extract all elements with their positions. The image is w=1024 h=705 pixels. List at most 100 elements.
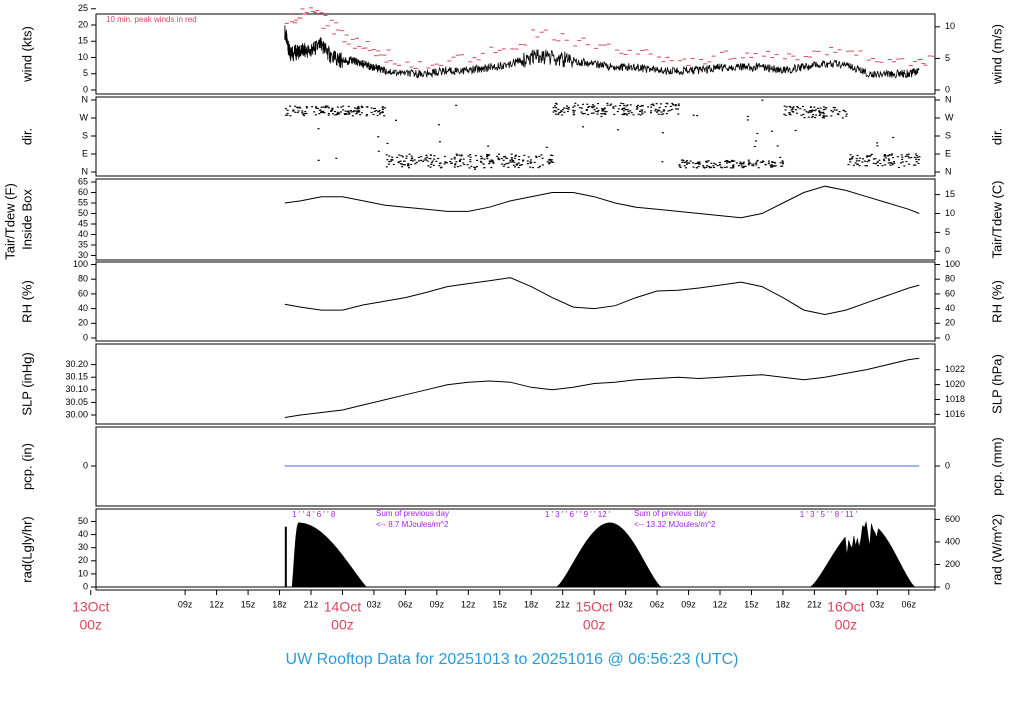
direction-ylabel-right: dir. <box>989 128 1004 145</box>
radiation-panel <box>95 508 936 591</box>
humidity-panel <box>95 261 936 342</box>
radiation-day-area <box>291 522 368 588</box>
humidity-right-tick-label: 0 <box>945 332 950 342</box>
direction-left-tick-label: N <box>82 94 89 104</box>
humidity-left-tick-label: 0 <box>83 332 88 342</box>
x-axis-tick-label: 12z <box>209 599 224 609</box>
humidity-left-tick-label: 60 <box>78 288 88 298</box>
x-axis-tick-label: 15z <box>241 599 256 609</box>
pressure-right-tick-label: 1020 <box>945 379 965 389</box>
wind-left-tick-label: 0 <box>83 84 88 94</box>
radiation-day-area <box>809 521 916 588</box>
temperature-left-tick-label: 55 <box>78 197 88 207</box>
wind-left-tick-label: 15 <box>78 36 88 46</box>
temperature-ylabel-right: Tair/Tdew (C) <box>989 180 1004 258</box>
direction-right-tick-label: N <box>945 166 952 176</box>
humidity-series-line <box>284 277 920 316</box>
x-axis-tick-label: 03z <box>618 599 633 609</box>
pressure-left-tick-label: 30.00 <box>65 409 88 419</box>
x-axis-tick-label: 09z <box>430 599 445 609</box>
precipitation-ylabel-right: pcp. (mm) <box>989 437 1004 496</box>
temperature-left-tick-label: 50 <box>78 208 88 218</box>
wind-right-tick-label: 0 <box>945 84 950 94</box>
radiation-ylabel-left: rad(Lgly/hr) <box>19 516 34 582</box>
temperature-panel <box>95 178 936 261</box>
wind-left-tick-label: 10 <box>78 52 88 62</box>
pressure-left-tick-label: 30.20 <box>65 359 88 369</box>
humidity-right-tick-label: 100 <box>945 259 960 269</box>
x-axis-day-label: 15Oct <box>575 599 612 615</box>
humidity-ylabel-left: RH (%) <box>19 280 34 323</box>
x-axis-day-label: 16Oct <box>827 599 864 615</box>
direction-left-tick-label: E <box>82 148 88 158</box>
radiation-daily-sum-value: <-- 8.7 MJoules/m^2 <box>376 520 449 529</box>
direction-ylabel-left: dir. <box>19 128 34 145</box>
x-axis-day-hour-label: 00z <box>79 617 102 633</box>
radiation-right-tick-label: 600 <box>945 514 960 524</box>
direction-right-tick-label: N <box>945 94 952 104</box>
pressure-ylabel-right: SLP (hPa) <box>989 354 1004 414</box>
x-axis-day-hour-label: 00z <box>331 617 354 633</box>
radiation-hour-markers: 1 ' 3 ' 5 ' ' 8 ' 11 ' <box>800 510 858 519</box>
wind-left-tick-label: 25 <box>78 3 88 13</box>
temperature-right-tick-label: 0 <box>945 246 950 256</box>
x-axis-day-label: 14Oct <box>324 599 361 615</box>
temperature-right-tick-label: 10 <box>945 208 955 218</box>
temperature-left-tick-label: 65 <box>78 176 88 186</box>
x-axis-tick-label: 06z <box>902 599 917 609</box>
x-axis-tick-label: 21z <box>555 599 570 609</box>
radiation-left-tick-label: 40 <box>78 529 88 539</box>
temperature-left-tick-label: 40 <box>78 229 88 239</box>
x-axis-day-label: 13Oct <box>72 599 109 615</box>
radiation-daily-sum-label: Sum of previous day <box>634 509 707 518</box>
direction-panel <box>95 96 936 177</box>
figure-title: UW Rooftop Data for 20251013 to 20251016… <box>286 651 739 668</box>
wind-right-tick-label: 5 <box>945 53 950 63</box>
temperature-ylabel-inside-box: Inside Box <box>19 189 34 250</box>
precipitation-ylabel-left: pcp. (in) <box>19 443 34 490</box>
x-axis-tick-label: 03z <box>367 599 382 609</box>
radiation-left-tick-label: 50 <box>78 516 88 526</box>
humidity-left-tick-label: 100 <box>73 259 88 269</box>
x-axis-tick-label: 18z <box>776 599 791 609</box>
pressure-left-tick-label: 30.15 <box>65 372 88 382</box>
temperature-left-tick-label: 45 <box>78 218 88 228</box>
temperature-left-tick-label: 35 <box>78 239 88 249</box>
temperature-right-tick-label: 15 <box>945 189 955 199</box>
pressure-right-tick-label: 1018 <box>945 394 965 404</box>
temperature-left-tick-label: 30 <box>78 250 88 260</box>
humidity-ylabel-right: RH (%) <box>989 280 1004 323</box>
temperature-right-tick-label: 5 <box>945 227 950 237</box>
radiation-left-tick-label: 20 <box>78 555 88 565</box>
direction-right-tick-label: S <box>945 130 951 140</box>
pressure-panel <box>95 343 936 425</box>
humidity-right-tick-label: 40 <box>945 303 955 313</box>
humidity-right-tick-label: 20 <box>945 318 955 328</box>
precipitation-left-tick-label: 0 <box>83 460 88 470</box>
temperature-left-tick-label: 60 <box>78 187 88 197</box>
x-axis-day-hour-label: 00z <box>583 617 606 633</box>
radiation-left-tick-label: 10 <box>78 568 88 578</box>
x-axis-tick-label: 12z <box>461 599 476 609</box>
wind-ylabel-left: wind (kts) <box>19 26 34 83</box>
wind-right-tick-label: 10 <box>945 21 955 31</box>
temperature-series-line <box>284 185 920 219</box>
radiation-right-tick-label: 200 <box>945 559 960 569</box>
pressure-series-line <box>284 357 920 418</box>
radiation-hour-markers: 1 ' ' 4 ' 6 ' ' 8 <box>292 510 336 519</box>
x-axis-day-hour-label: 00z <box>835 617 858 633</box>
x-axis-tick-label: 18z <box>524 599 539 609</box>
radiation-right-tick-label: 0 <box>945 581 950 591</box>
wind-annotation: 10 min. peak winds in red <box>106 15 197 24</box>
pressure-left-tick-label: 30.10 <box>65 384 88 394</box>
radiation-day-area <box>555 522 663 588</box>
radiation-right-tick-label: 400 <box>945 536 960 546</box>
x-axis-tick-label: 06z <box>650 599 665 609</box>
direction-left-tick-label: W <box>80 112 89 122</box>
wind-ylabel-right: wind (m/s) <box>989 24 1004 85</box>
direction-left-tick-label: S <box>82 130 88 140</box>
humidity-left-tick-label: 20 <box>78 318 88 328</box>
x-axis-tick-label: 06z <box>398 599 413 609</box>
